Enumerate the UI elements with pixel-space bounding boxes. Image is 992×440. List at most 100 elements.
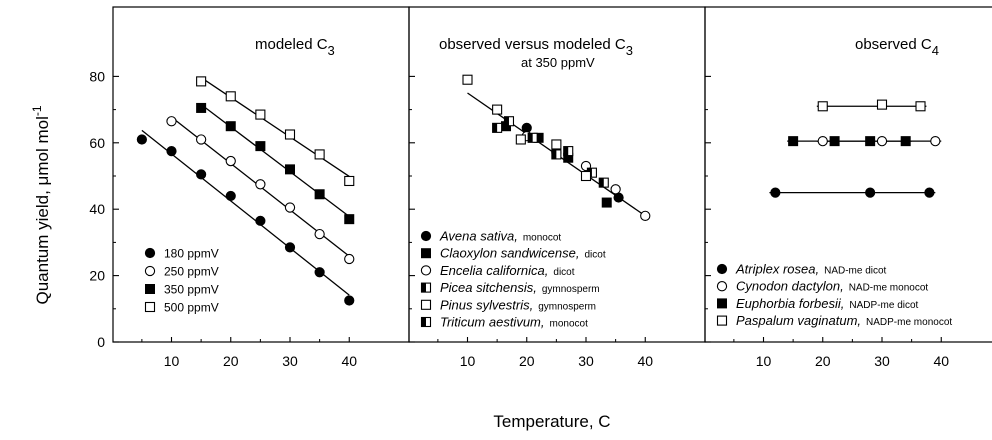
legend-series-name: Pinus sylvestris,: [440, 297, 533, 312]
data-point: [865, 136, 876, 147]
legend-marker: [421, 248, 431, 259]
legend-series-name: 250 ppmV: [164, 265, 219, 279]
panel-title: observed versus modeled C3: [439, 36, 633, 58]
legend-item: 250 ppmV: [144, 265, 219, 279]
x-tick-label: 40: [637, 353, 653, 369]
legend-series-name: Euphorbia forbesii,: [736, 296, 844, 311]
legend-marker: [145, 284, 155, 294]
data-point: [225, 155, 236, 167]
data-point: [601, 197, 612, 208]
panel-1: 10 20 30 40 0 20 40 60 80 modeled C3 180 ppmV 250 p…: [89, 6, 410, 369]
legend: 180 ppmV 250 ppmV 350 ppmV 500 ppmV: [144, 247, 219, 315]
data-point: [817, 135, 828, 147]
data-point: [930, 135, 941, 147]
data-point: [255, 215, 266, 226]
data-point: [817, 101, 828, 112]
x-tick-label: 30: [874, 353, 890, 369]
data-point: [640, 210, 651, 221]
data-point: [255, 141, 266, 152]
data-point: [225, 121, 236, 132]
legend: Atriplex rosea, NAD-me dicot Cynodon dacty…: [716, 262, 952, 328]
legend-label: Encelia californica, dicot: [440, 263, 575, 278]
legend-label: 250 ppmV: [164, 265, 219, 279]
legend-item: Encelia californica, dicot: [420, 263, 575, 278]
panel-3: 10 20 30 40 observed C4 Atriplex rosea, NAD-me…: [704, 6, 992, 369]
data-point: [284, 202, 296, 213]
legend-item: 350 ppmV: [145, 283, 219, 297]
legend-series-name: Claoxylon sandwicense,: [440, 246, 579, 261]
legend-note: NAD-me monocot: [849, 283, 929, 294]
legend-series-name: Atriplex rosea,: [735, 262, 819, 277]
data-point: [314, 267, 325, 278]
data-point: [551, 149, 562, 160]
legend-item: Cynodon dactylon, NAD-me monocot: [716, 279, 928, 294]
legend-note: NADP-me monocot: [866, 317, 952, 328]
y-tick-label: 0: [97, 334, 105, 350]
legend-label: 350 ppmV: [164, 283, 219, 297]
x-axis-label: Temperature, C: [493, 412, 610, 431]
data-point: [563, 146, 574, 157]
legend-item: Picea sitchensis, gymnosperm: [420, 280, 600, 295]
data-point: [255, 179, 266, 190]
x-tick-label: 10: [756, 353, 772, 369]
legend-marker: [144, 265, 156, 277]
data-point: [900, 136, 911, 147]
x-tick-label: 20: [223, 353, 239, 369]
legend-note: NAD-me dicot: [824, 266, 886, 277]
data-point: [610, 184, 621, 195]
x-tick-label: 10: [460, 353, 476, 369]
data-point: [196, 169, 207, 180]
legend-marker: [716, 281, 728, 292]
legend-label: Euphorbia forbesii, NADP-me dicot: [736, 296, 919, 311]
data-point: [344, 295, 355, 306]
panel-title-subscript: 3: [328, 43, 335, 58]
x-tick-label: 20: [815, 353, 831, 369]
legend-item: 180 ppmV: [144, 247, 219, 261]
y-axis-label-superscript: -1: [30, 105, 44, 116]
legend-series-name: Cynodon dactylon,: [736, 279, 844, 294]
panel-title-main: observed versus modeled C: [439, 36, 626, 53]
data-point: [527, 132, 538, 143]
panel-frame: [112, 6, 410, 343]
data-point: [492, 104, 503, 115]
legend-note: monocot: [523, 233, 562, 244]
data-point: [598, 177, 609, 188]
x-tick-label: 30: [578, 353, 594, 369]
y-tick-label: 20: [89, 268, 105, 284]
legend-marker: [420, 230, 432, 242]
legend-item: Atriplex rosea, NAD-me dicot: [716, 262, 887, 277]
legend-series-name: 500 ppmV: [164, 301, 219, 315]
legend-series-name: Picea sitchensis,: [440, 280, 537, 295]
data-point: [492, 122, 503, 133]
legend-item: 500 ppmV: [144, 301, 219, 315]
data-point: [515, 134, 526, 145]
data-point: [462, 74, 473, 85]
legend-label: Triticum aestivum, monocot: [440, 315, 588, 330]
legend-label: 500 ppmV: [164, 301, 219, 315]
panel-title-main: observed C: [855, 36, 932, 53]
legend-item: Avena sativa, monocot: [420, 229, 562, 244]
y-axis-label: Quantum yield, μmol mol-1: [30, 105, 52, 304]
legend-marker: [717, 298, 727, 309]
panel-title-subscript: 4: [932, 43, 939, 58]
panel-subtitle: at 350 ppmV: [521, 55, 595, 70]
y-tick-label: 40: [89, 201, 105, 217]
legend-label: Cynodon dactylon, NAD-me monocot: [736, 279, 928, 294]
legend-label: 180 ppmV: [164, 247, 219, 261]
data-point: [166, 146, 177, 157]
fit-line: [200, 77, 350, 178]
data-point: [196, 102, 207, 113]
x-tick-label: 40: [341, 353, 357, 369]
legend-series-name: 180 ppmV: [164, 247, 219, 261]
legend-note: dicot: [584, 250, 605, 261]
data-point: [196, 76, 207, 87]
legend-label: Atriplex rosea, NAD-me dicot: [735, 262, 887, 277]
legend-note: monocot: [550, 319, 589, 330]
legend-marker: [144, 247, 156, 259]
legend-note: gymnosperm: [538, 301, 596, 312]
legend-item: Triticum aestivum, monocot: [420, 315, 588, 330]
data-point: [344, 175, 355, 187]
data-point: [344, 253, 355, 265]
x-tick-label: 10: [164, 353, 180, 369]
